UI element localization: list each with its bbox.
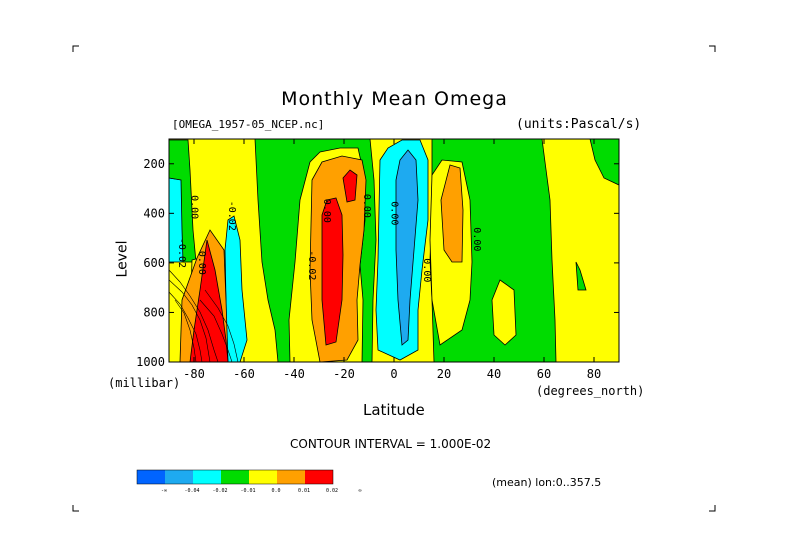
y-tick-label: 600 xyxy=(143,256,165,270)
y-tick-label: 200 xyxy=(143,157,165,171)
band-red-subtropical xyxy=(321,197,344,346)
band-green-cusp xyxy=(575,261,587,291)
x-axis-units: (degrees_north) xyxy=(536,384,645,398)
x-tick-label: 0 xyxy=(390,367,397,381)
x-tick-label: 20 xyxy=(437,367,451,381)
x-tick-labels: -80 -60 -40 -20 0 20 40 60 80 xyxy=(183,367,601,381)
y-tick-label: 1000 xyxy=(136,355,165,369)
band-blue-central xyxy=(395,149,419,346)
color-legend: -∞ -0.04 -0.02 -0.01 0.0 0.01 0.02 ∞ xyxy=(136,469,362,494)
band-cyan-mid-left xyxy=(223,215,248,362)
x-tick-label: -60 xyxy=(233,367,255,381)
corner-mark-bottom-left xyxy=(72,505,79,512)
x-tick-label: 40 xyxy=(487,367,501,381)
x-tick-label: 60 xyxy=(537,367,551,381)
legend-swatch xyxy=(277,470,305,484)
contour-label: -0.02 xyxy=(306,250,317,280)
y-axis-units: (millibar) xyxy=(108,376,181,390)
x-tick-label: -80 xyxy=(183,367,205,381)
band-green-left-strip xyxy=(169,139,197,263)
legend-frame xyxy=(136,469,334,485)
band-yellow-nh-high xyxy=(541,139,619,362)
band-green-nh-strip xyxy=(589,139,619,186)
legend-label: 0.02 xyxy=(326,488,338,494)
x-tick-marks xyxy=(193,139,595,362)
corner-mark-top-right xyxy=(709,45,716,52)
band-red-small-core xyxy=(342,169,358,203)
contour-interval: CONTOUR INTERVAL = 1.000E-02 xyxy=(290,437,492,451)
contour-label: -0.02 xyxy=(226,201,237,231)
band-orange-nh-subtropic xyxy=(440,164,464,263)
plot-frame xyxy=(168,138,620,363)
contour-label: 0.00 xyxy=(389,201,400,225)
contour-label: 0.00 xyxy=(189,195,200,219)
legend-label: ∞ xyxy=(358,488,361,494)
legend-label: 0.01 xyxy=(298,488,310,494)
units-label: (units:Pascal/s) xyxy=(516,117,642,132)
legend-label: -∞ xyxy=(161,488,167,494)
legend-swatch xyxy=(305,470,333,484)
file-info: [OMEGA_1957-05_NCEP.nc] xyxy=(172,118,325,131)
x-axis-label: Latitude xyxy=(363,401,425,419)
contour-label: 0.00 xyxy=(421,258,432,282)
corner-marks xyxy=(72,45,716,512)
legend-swatch xyxy=(249,470,277,484)
contour-field xyxy=(169,139,619,362)
legend-swatch xyxy=(137,470,165,484)
corner-mark-top-left xyxy=(72,45,79,52)
legend-label: -0.04 xyxy=(184,488,199,494)
legend-label: 0.0 xyxy=(271,488,280,494)
contour-label: 0.00 xyxy=(471,227,482,251)
legend-label: -0.02 xyxy=(212,488,227,494)
y-tick-labels: 200 400 600 800 1000 xyxy=(136,157,165,369)
corner-mark-bottom-right xyxy=(709,505,716,512)
x-tick-label: -40 xyxy=(283,367,305,381)
mean-info: (mean) lon:0..357.5 xyxy=(492,476,602,489)
y-tick-label: 800 xyxy=(143,305,165,319)
legend-label: -0.01 xyxy=(240,488,255,494)
contour-labels: 0.00 -0.02 -0.02 0.00 -0.02 0.00 0.00 0.00 0.00 0… xyxy=(176,194,482,283)
high-latitude-dense-contours xyxy=(169,269,239,362)
legend-swatch xyxy=(221,470,249,484)
contour-label: 0.00 xyxy=(321,199,332,223)
contour-label: 0.00 xyxy=(361,194,372,218)
contour-label: -0.02 xyxy=(176,238,187,268)
legend-swatch xyxy=(165,470,193,484)
legend-swatch xyxy=(193,470,221,484)
x-tick-label: -20 xyxy=(333,367,355,381)
contour-label: 0.00 xyxy=(196,251,207,275)
x-tick-label: 80 xyxy=(587,367,601,381)
band-yellow-nh-mid xyxy=(491,279,517,346)
chart-title: Monthly Mean Omega xyxy=(281,88,508,110)
y-tick-label: 400 xyxy=(143,206,165,220)
